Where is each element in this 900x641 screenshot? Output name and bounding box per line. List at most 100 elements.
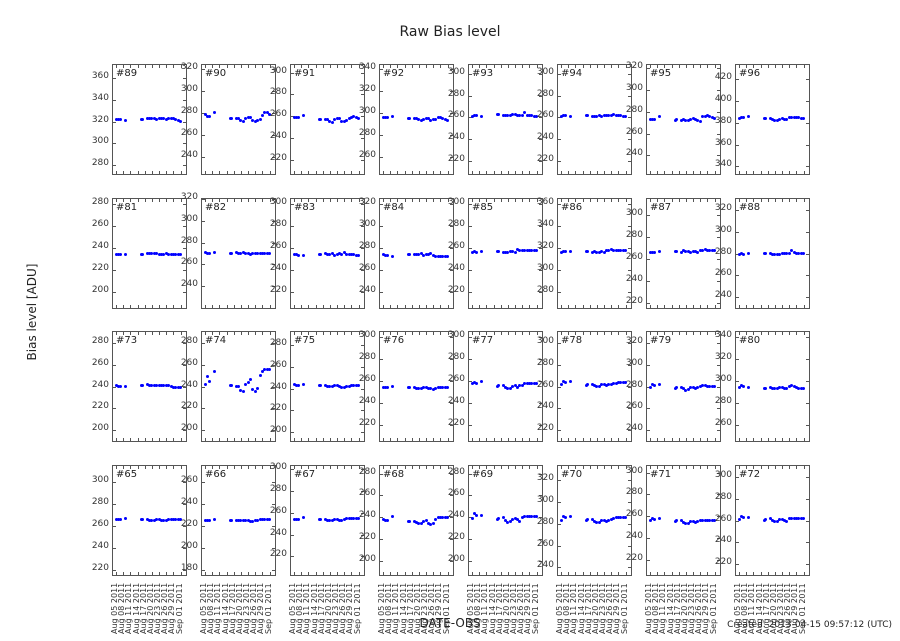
x-tick-mark [144, 438, 146, 441]
y-tick-mark [361, 72, 364, 74]
x-tick-mark [418, 171, 420, 174]
x-tick-mark [212, 438, 214, 441]
x-tick-mark [774, 171, 776, 174]
data-point [597, 250, 601, 254]
data-point [237, 385, 240, 388]
y-tick-label: 320 [625, 335, 643, 346]
subplot-label: #89 [116, 68, 138, 79]
data-point [354, 516, 358, 520]
data-point [213, 369, 217, 373]
data-point [265, 517, 269, 521]
data-point [140, 517, 144, 521]
x-tick-mark [507, 572, 509, 575]
y-tick-mark [558, 342, 561, 344]
data-point [595, 385, 599, 388]
x-tick-mark [753, 171, 755, 174]
data-point [234, 519, 238, 522]
y-tick-mark [717, 364, 720, 366]
data-point [340, 519, 344, 522]
data-point [436, 255, 440, 259]
data-point [624, 515, 628, 519]
data-point [347, 116, 351, 120]
y-tick-mark [736, 297, 739, 299]
x-tick-mark [322, 171, 324, 174]
data-point [650, 118, 654, 121]
data-point [323, 517, 327, 521]
x-tick-mark [529, 171, 531, 174]
y-tick-mark [202, 569, 205, 571]
data-point [653, 250, 657, 254]
y-tick-mark [450, 560, 453, 562]
data-point [205, 375, 209, 379]
y-tick-mark [628, 204, 631, 206]
x-tick-mark [611, 332, 613, 335]
data-point [251, 252, 255, 255]
x-tick-mark [739, 305, 740, 308]
data-point [381, 386, 385, 390]
data-point [775, 253, 779, 257]
y-tick-mark [717, 302, 720, 304]
data-point [179, 386, 183, 390]
data-point [794, 115, 798, 119]
y-tick-mark [291, 345, 294, 347]
x-tick-mark [746, 65, 748, 68]
x-tick-mark [604, 171, 606, 174]
x-tick-mark [301, 305, 303, 308]
y-tick-mark [539, 359, 542, 361]
y-tick-label: 280 [91, 158, 109, 169]
subplot-85: #85 [468, 198, 543, 309]
data-point [768, 386, 772, 390]
data-point [415, 521, 418, 525]
x-axis-label: DATE-OBS [419, 616, 481, 630]
y-tick-label: 260 [536, 110, 554, 121]
x-tick-mark [657, 466, 659, 469]
y-tick-mark [539, 269, 542, 271]
x-tick-mark [507, 305, 509, 308]
data-point [778, 118, 782, 121]
data-point [412, 253, 416, 257]
y-tick-mark [291, 94, 294, 96]
x-tick-mark [433, 305, 435, 308]
y-tick-mark [380, 495, 383, 497]
x-tick-mark [625, 305, 627, 308]
x-tick-mark [796, 65, 798, 68]
x-tick-mark [418, 438, 420, 441]
x-tick-mark [803, 65, 805, 68]
y-tick-mark [272, 504, 275, 506]
x-tick-mark [166, 305, 168, 308]
y-tick-mark [272, 408, 275, 410]
x-tick-mark [180, 171, 182, 174]
x-tick-mark [212, 305, 214, 308]
x-tick-mark [714, 65, 716, 68]
x-tick-mark [618, 466, 620, 469]
data-point [419, 522, 423, 526]
data-point [607, 113, 611, 117]
data-point [674, 519, 678, 522]
data-point [737, 253, 741, 257]
x-tick-mark [789, 65, 791, 68]
data-point [475, 250, 479, 254]
data-point [302, 254, 306, 258]
x-tick-mark [472, 305, 473, 308]
x-tick-mark [433, 65, 435, 68]
x-tick-mark [390, 438, 392, 441]
x-tick-mark [397, 332, 399, 335]
x-tick-mark [315, 438, 317, 441]
data-point [349, 383, 353, 387]
x-tick-mark [582, 332, 584, 335]
x-tick-mark [714, 332, 716, 335]
y-tick-mark [113, 569, 116, 571]
x-tick-mark [337, 199, 339, 202]
data-point [523, 381, 527, 385]
y-tick-mark [202, 156, 205, 158]
y-tick-label: 300 [180, 213, 198, 224]
x-tick-mark [685, 332, 687, 335]
y-tick-mark [736, 144, 739, 146]
x-tick-mark [707, 332, 709, 335]
data-point [208, 252, 212, 255]
data-point [347, 253, 351, 257]
y-tick-label: 280 [180, 335, 198, 346]
x-tick-mark [774, 305, 776, 308]
data-point [347, 385, 351, 388]
x-tick-mark [226, 171, 228, 174]
